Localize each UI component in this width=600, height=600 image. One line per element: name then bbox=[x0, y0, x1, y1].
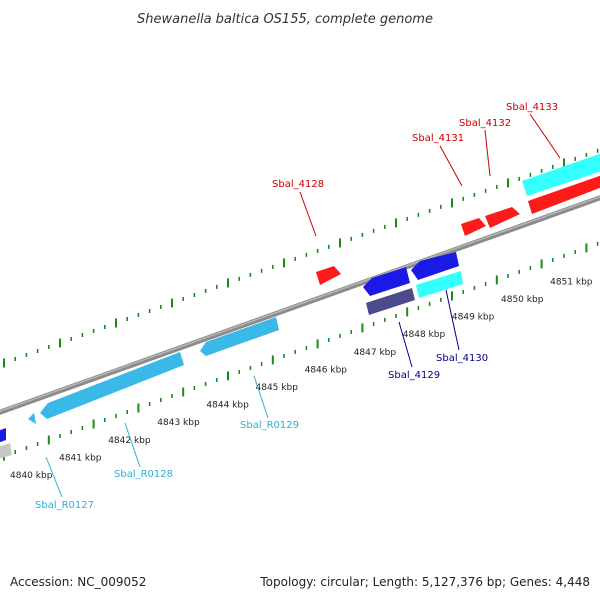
gene-arrow-blue-left-edge bbox=[0, 428, 6, 443]
gene-arrow-purple bbox=[366, 288, 415, 315]
gene-label-sbal-4128: Sbal_4128 bbox=[272, 179, 324, 190]
kbp-label: 4845 kbp bbox=[256, 383, 299, 393]
kbp-label: 4843 kbp bbox=[157, 418, 200, 428]
gene-label-sbal-4130: Sbal_4130 bbox=[436, 353, 488, 364]
gene-label-sbal-r0129: Sbal_R0129 bbox=[240, 420, 299, 431]
gene-arrow-sbal-4132 bbox=[485, 207, 520, 228]
kbp-label: 4850 kbp bbox=[501, 295, 544, 305]
gene-arrow-sbal-4128 bbox=[316, 266, 341, 285]
gene-arrow-sbal-r0127 bbox=[40, 352, 184, 419]
gene-label-sbal-4131: Sbal_4131 bbox=[412, 133, 464, 144]
kbp-label: 4846 kbp bbox=[305, 365, 348, 375]
gene-arrow-sbal-4131 bbox=[461, 218, 486, 236]
leader-sbal-r0129 bbox=[253, 375, 269, 419]
kbp-label: 4844 kbp bbox=[206, 401, 249, 411]
kbp-label: 4842 kbp bbox=[108, 436, 151, 446]
genes-red bbox=[316, 175, 600, 285]
tick-row-upper bbox=[3, 148, 599, 368]
genes-blue bbox=[0, 252, 463, 443]
gene-label-leaders bbox=[45, 113, 561, 498]
accession-text: Accession: NC_009052 bbox=[10, 575, 146, 589]
kbp-label: 4849 kbp bbox=[452, 313, 495, 323]
leader-sbal-r0128 bbox=[124, 422, 141, 468]
leader-sbal-4131 bbox=[439, 145, 463, 187]
gene-arrow-sbal-4130-b bbox=[416, 271, 463, 298]
kbp-scale-labels: 4840 kbp 4841 kbp 4842 kbp 4843 kbp 4844 kbp… bbox=[10, 277, 593, 481]
gene-label-sbal-r0127: Sbal_R0127 bbox=[35, 500, 94, 511]
kbp-label: 4840 kbp bbox=[10, 471, 53, 481]
gene-arrow-sbal-4133 bbox=[528, 175, 600, 214]
tick-row-lower bbox=[3, 241, 599, 461]
kbp-label: 4851 kbp bbox=[550, 277, 593, 287]
gene-arrow-sbal-4129 bbox=[363, 267, 410, 296]
leader-sbal-4128 bbox=[299, 191, 317, 237]
gene-label-sbal-r0128: Sbal_R0128 bbox=[114, 469, 173, 480]
map-title: Shewanella baltica OS155, complete genom… bbox=[137, 12, 433, 27]
gene-labels: Sbal_4128 Sbal_4131 Sbal_4132 Sbal_4133 … bbox=[35, 102, 558, 511]
gene-arrow-sbal-4130-a bbox=[411, 252, 459, 280]
leader-sbal-4133 bbox=[529, 113, 561, 159]
gene-label-sbal-4132: Sbal_4132 bbox=[459, 118, 511, 129]
gene-label-sbal-4129: Sbal_4129 bbox=[388, 370, 440, 381]
leader-sbal-4129 bbox=[398, 321, 413, 368]
genes-rna bbox=[0, 317, 279, 459]
gene-arrow-gray-left bbox=[0, 443, 12, 459]
gene-label-sbal-4133: Sbal_4133 bbox=[506, 102, 558, 113]
genome-backbone-highlight bbox=[0, 195, 600, 413]
leader-sbal-4130 bbox=[445, 289, 460, 351]
gene-arrow-sbal-r0128 bbox=[200, 317, 279, 356]
kbp-label: 4848 kbp bbox=[403, 330, 446, 340]
gene-arrow-rna-small bbox=[28, 413, 36, 424]
gene-arrow-cyan-top bbox=[522, 153, 600, 196]
kbp-label: 4841 kbp bbox=[59, 453, 102, 463]
kbp-label: 4847 kbp bbox=[354, 348, 397, 358]
genome-summary-text: Topology: circular; Length: 5,127,376 bp… bbox=[259, 575, 590, 589]
leader-sbal-r0127 bbox=[45, 456, 63, 498]
leader-sbal-4132 bbox=[484, 129, 491, 177]
genome-backbone bbox=[0, 195, 600, 415]
